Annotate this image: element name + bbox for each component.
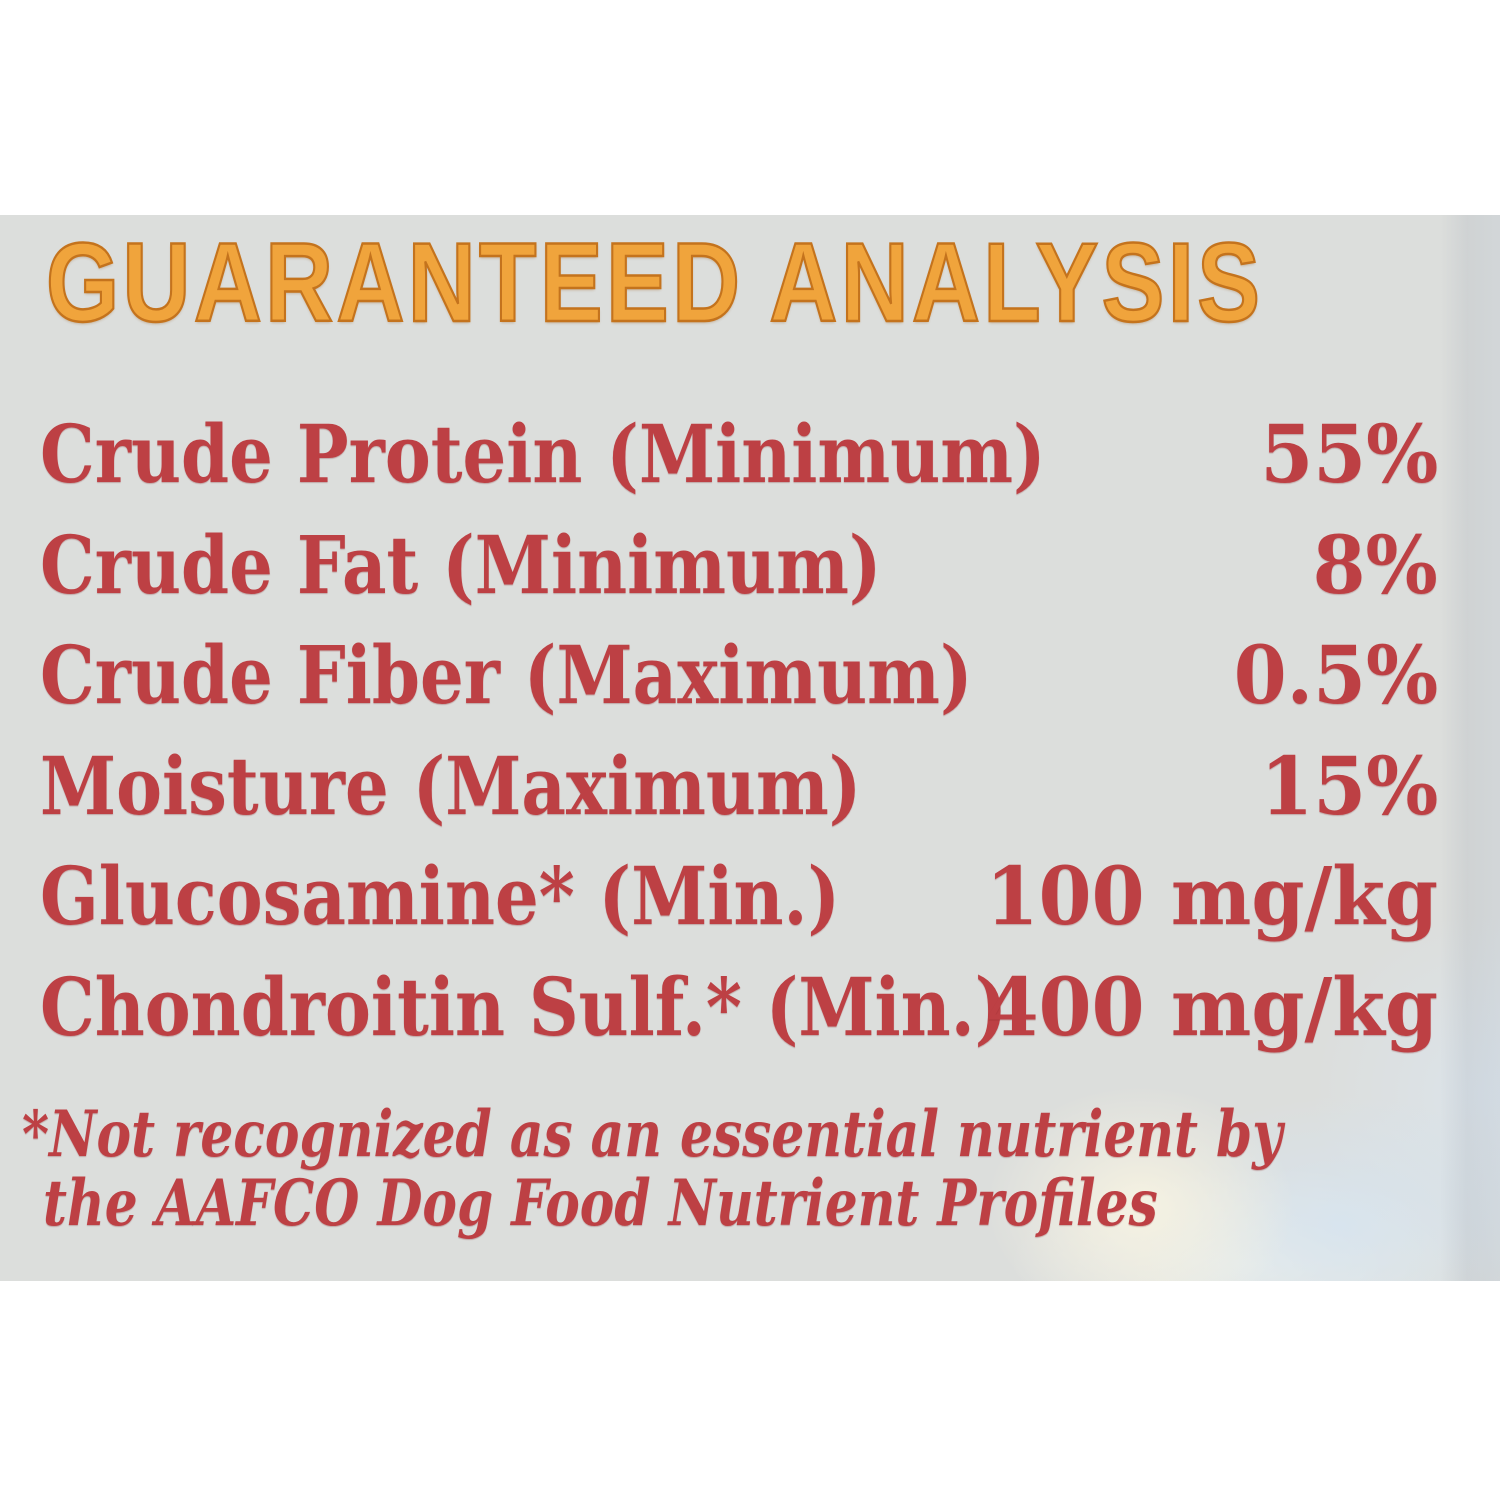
guaranteed-analysis-panel: GUARANTEED ANALYSIS Crude Protein (Minim… (0, 215, 1500, 1281)
nutrient-value: 100 mg/kg (985, 849, 1438, 943)
panel-title: GUARANTEED ANALYSIS (45, 220, 1264, 346)
nutrient-name: Glucosamine* (Min.) (40, 849, 841, 943)
table-row: Crude Fiber (Maximum) 0.5% (40, 635, 1438, 746)
nutrient-value: 15% (1260, 738, 1438, 833)
nutrient-name: Moisture (Maximum) (40, 738, 862, 833)
nutrient-name: Crude Protein (Minimum) (40, 407, 1046, 501)
table-row: Moisture (Maximum) 15% (40, 746, 1438, 857)
nutrient-value: 55% (1260, 407, 1438, 501)
table-row: Crude Fat (Minimum) 8% (40, 525, 1438, 636)
table-row: Glucosamine* (Min.) 100 mg/kg (40, 856, 1438, 967)
nutrient-name: Crude Fiber (Maximum) (40, 628, 973, 722)
table-row: Crude Protein (Minimum) 55% (40, 414, 1438, 525)
footnote-line: the AAFCO Dog Food Nutrient Profiles (43, 1166, 1158, 1241)
nutrient-value: 0.5% (1233, 628, 1438, 722)
analysis-table: Crude Protein (Minimum) 55% Crude Fat (M… (40, 414, 1438, 1077)
table-row: Chondroitin Sulf.* (Min.) 400 mg/kg (40, 967, 1438, 1078)
nutrient-name: Crude Fat (Minimum) (40, 517, 882, 612)
aafco-footnote: *Not recognized as an essential nutrient… (22, 1100, 1282, 1238)
nutrient-value: 400 mg/kg (985, 959, 1438, 1054)
nutrient-value: 8% (1312, 517, 1438, 612)
nutrient-name: Chondroitin Sulf.* (Min.) (40, 959, 1008, 1054)
footnote-line: *Not recognized as an essential nutrient… (22, 1097, 1283, 1172)
